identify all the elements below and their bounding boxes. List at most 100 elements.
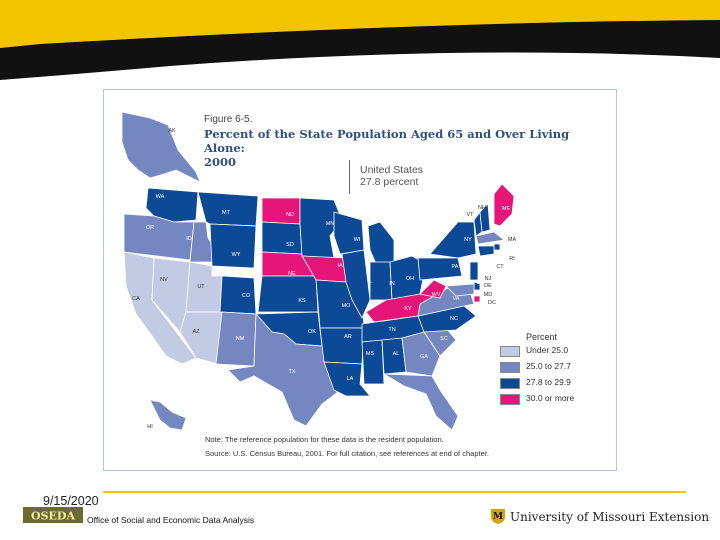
svg-text:M: M: [493, 512, 503, 522]
state-ri: [493, 243, 501, 251]
state-label-ct: CT: [496, 264, 504, 270]
legend-swatch: [500, 394, 520, 405]
legend-swatch: [500, 362, 520, 373]
state-dc: [473, 295, 481, 303]
figure-title: Percent of the State Population Aged 65 …: [204, 127, 604, 169]
footer-divider: [103, 491, 686, 493]
footer-date: 9/15/2020: [43, 494, 99, 508]
us-choropleth-map: AK HI WA OR CA NV ID MT WY UT AZ CO NM ND SD NE KS OK TX MN…: [121, 111, 517, 431]
state-label-ok: OK: [308, 329, 316, 335]
state-label-nc: NC: [450, 316, 458, 322]
state-ar: [319, 327, 365, 365]
oseda-logo-text: OSEDA: [31, 510, 75, 523]
figure-title-line2: 2000: [204, 155, 237, 169]
state-hi: [149, 399, 187, 431]
figure-title-line1: Percent of the State Population Aged 65 …: [204, 127, 570, 155]
state-co: [219, 275, 257, 315]
state-ks: [257, 275, 319, 313]
state-label-me: ME: [502, 206, 511, 212]
state-label-tx: TX: [288, 369, 295, 375]
state-label-az: AZ: [192, 329, 200, 335]
state-az: [179, 311, 223, 365]
state-label-ri: RI: [509, 256, 515, 262]
university-name: University of Missouri Extension: [510, 510, 710, 524]
state-label-ks: KS: [298, 298, 306, 304]
state-label-sc: SC: [440, 336, 448, 342]
state-label-la: LA: [347, 376, 354, 382]
state-label-nj: NJ: [485, 276, 492, 282]
legend-label: Under 25.0: [526, 345, 569, 355]
state-ms: [361, 339, 385, 385]
us-value: 27.8 percent: [360, 176, 419, 188]
state-ny: [429, 221, 477, 259]
state-wy: [209, 223, 257, 269]
state-label-ar: AR: [344, 334, 352, 340]
state-label-ne: NE: [288, 271, 296, 277]
state-label-va: VA: [453, 296, 460, 302]
state-label-mi: MI: [397, 252, 404, 258]
state-label-or: OR: [146, 225, 154, 231]
state-label-ma: MA: [508, 237, 517, 243]
state-label-wi: WI: [354, 237, 361, 243]
state-ma: [475, 231, 505, 245]
state-label-nd: ND: [286, 212, 294, 218]
state-tx: [227, 312, 345, 427]
top-banner: [0, 0, 720, 80]
legend-swatch: [500, 346, 520, 357]
state-label-ut: UT: [197, 284, 205, 290]
state-label-il: IL: [368, 279, 373, 285]
state-label-id: ID: [186, 236, 192, 242]
state-me: [493, 183, 515, 227]
legend-swatch: [500, 378, 520, 389]
state-label-oh: OH: [406, 276, 414, 282]
figure-note: Note: The reference population for these…: [205, 435, 444, 444]
state-label-ms: MS: [366, 351, 375, 357]
state-label-sd: SD: [286, 242, 294, 248]
state-label-ia: IA: [337, 263, 343, 269]
state-label-ca: CA: [132, 296, 140, 302]
state-label-ky: KY: [404, 306, 412, 312]
legend-title: Percent: [526, 332, 558, 342]
legend-label: 30.0 or more: [526, 393, 575, 403]
state-mt: [197, 191, 259, 227]
state-label-wv: WV: [432, 292, 441, 298]
state-la: [323, 361, 371, 397]
state-label-pa: PA: [452, 264, 459, 270]
state-label-nv: NV: [160, 277, 168, 283]
state-label-ak: AK: [168, 128, 176, 134]
figure-source: Source: U.S. Census Bureau, 2001. For fu…: [205, 449, 489, 458]
state-wi: [333, 211, 365, 255]
state-nd: [261, 197, 301, 225]
state-label-nh: NH: [478, 205, 486, 211]
state-md: [445, 283, 475, 297]
oseda-logo: OSEDA: [23, 507, 83, 523]
state-ak: [121, 111, 201, 183]
state-label-in: IN: [389, 281, 395, 287]
state-ct: [477, 245, 495, 257]
state-sd: [261, 221, 303, 255]
state-mn: [299, 197, 343, 259]
state-label-vt: VT: [466, 212, 474, 218]
state-label-dc: DC: [488, 300, 496, 306]
legend-label: 25.0 to 27.7: [526, 361, 571, 371]
state-nh: [479, 203, 491, 233]
us-label: United States: [360, 164, 424, 176]
us-divider: [349, 160, 350, 194]
state-de: [473, 281, 481, 291]
legend-label: 27.8 to 29.9: [526, 377, 571, 387]
state-il: [341, 249, 371, 319]
state-label-md: MD: [484, 292, 493, 298]
figure-label: Figure 6-5.: [204, 114, 253, 125]
state-label-mo: MO: [342, 303, 352, 309]
office-name: Office of Social and Economic Data Analy…: [87, 515, 255, 525]
state-pa: [417, 257, 463, 281]
state-label-de: DE: [484, 283, 492, 289]
state-label-nm: NM: [236, 336, 245, 342]
mu-shield-icon: M: [491, 509, 505, 524]
state-label-wy: WY: [232, 252, 241, 258]
state-nj: [469, 261, 479, 281]
state-label-hi: HI: [147, 424, 153, 430]
state-label-fl: FL: [445, 394, 451, 400]
state-label-co: CO: [242, 293, 251, 299]
state-label-al: AL: [393, 351, 400, 357]
